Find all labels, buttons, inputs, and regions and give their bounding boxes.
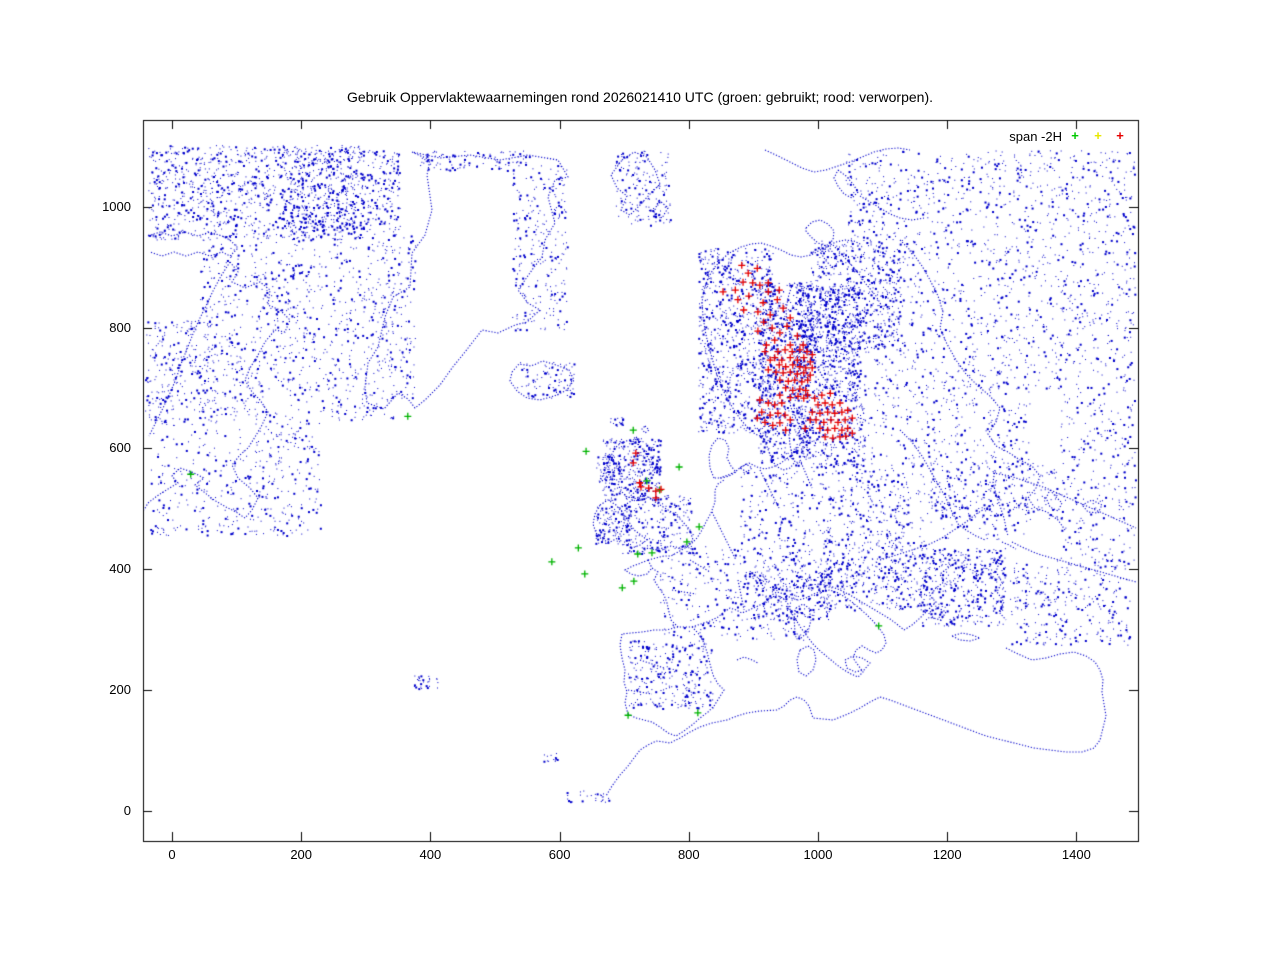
y-tick-label: 400 [109, 561, 131, 577]
x-tick-label: 800 [677, 847, 700, 862]
x-tick-label: 1400 [1061, 847, 1091, 862]
x-tick-label: 1000 [803, 847, 833, 862]
legend-marker-rejected-icon: + [1116, 128, 1124, 143]
x-tick-label: 600 [548, 847, 571, 862]
y-tick-label: 800 [109, 319, 131, 335]
x-tick-label: 200 [290, 847, 313, 862]
x-tick-label: 1200 [932, 847, 962, 862]
y-tick-label: 200 [109, 681, 131, 697]
legend-label: span -2H [1009, 129, 1062, 144]
y-tick-label: 600 [109, 440, 131, 456]
y-tick-label: 1000 [102, 198, 131, 214]
x-tick-label: 400 [419, 847, 442, 862]
legend-marker-used-icon: + [1071, 128, 1079, 143]
legend-marker-neutral-icon: + [1094, 128, 1102, 143]
plot-title: Gebruik Oppervlaktewaarnemingen rond 202… [347, 89, 933, 105]
y-tick-label: 0 [123, 802, 131, 818]
x-tick-label: 0 [168, 847, 176, 862]
legend: span -2H + + + [0, 128, 1280, 145]
